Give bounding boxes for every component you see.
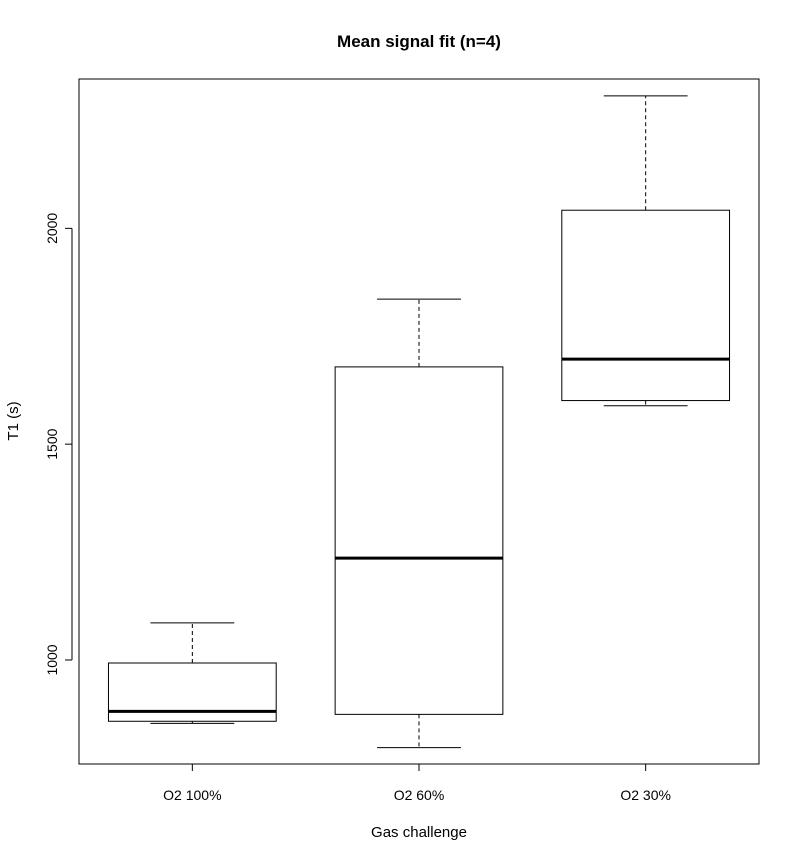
chart-title: Mean signal fit (n=4) <box>337 32 501 51</box>
box-group <box>334 298 504 749</box>
box-group <box>561 95 731 407</box>
iqr-box <box>561 209 731 402</box>
y-axis: 1000 1500 2000 <box>44 213 73 676</box>
x-tick-label: O2 100% <box>163 787 221 803</box>
x-axis-label: Gas challenge <box>371 824 467 841</box>
x-tick-label: O2 60% <box>394 787 445 803</box>
y-tick-label: 1500 <box>44 428 60 459</box>
y-tick-label: 2000 <box>44 213 60 244</box>
x-axis: O2 100% O2 60% O2 30% <box>163 764 671 803</box>
boxes-layer <box>107 95 731 749</box>
y-axis-label: T1 (s) <box>5 401 22 440</box>
x-tick-label: O2 30% <box>620 787 671 803</box>
iqr-box <box>334 366 504 715</box>
box-group <box>107 622 277 724</box>
y-tick-label: 1000 <box>44 644 60 675</box>
